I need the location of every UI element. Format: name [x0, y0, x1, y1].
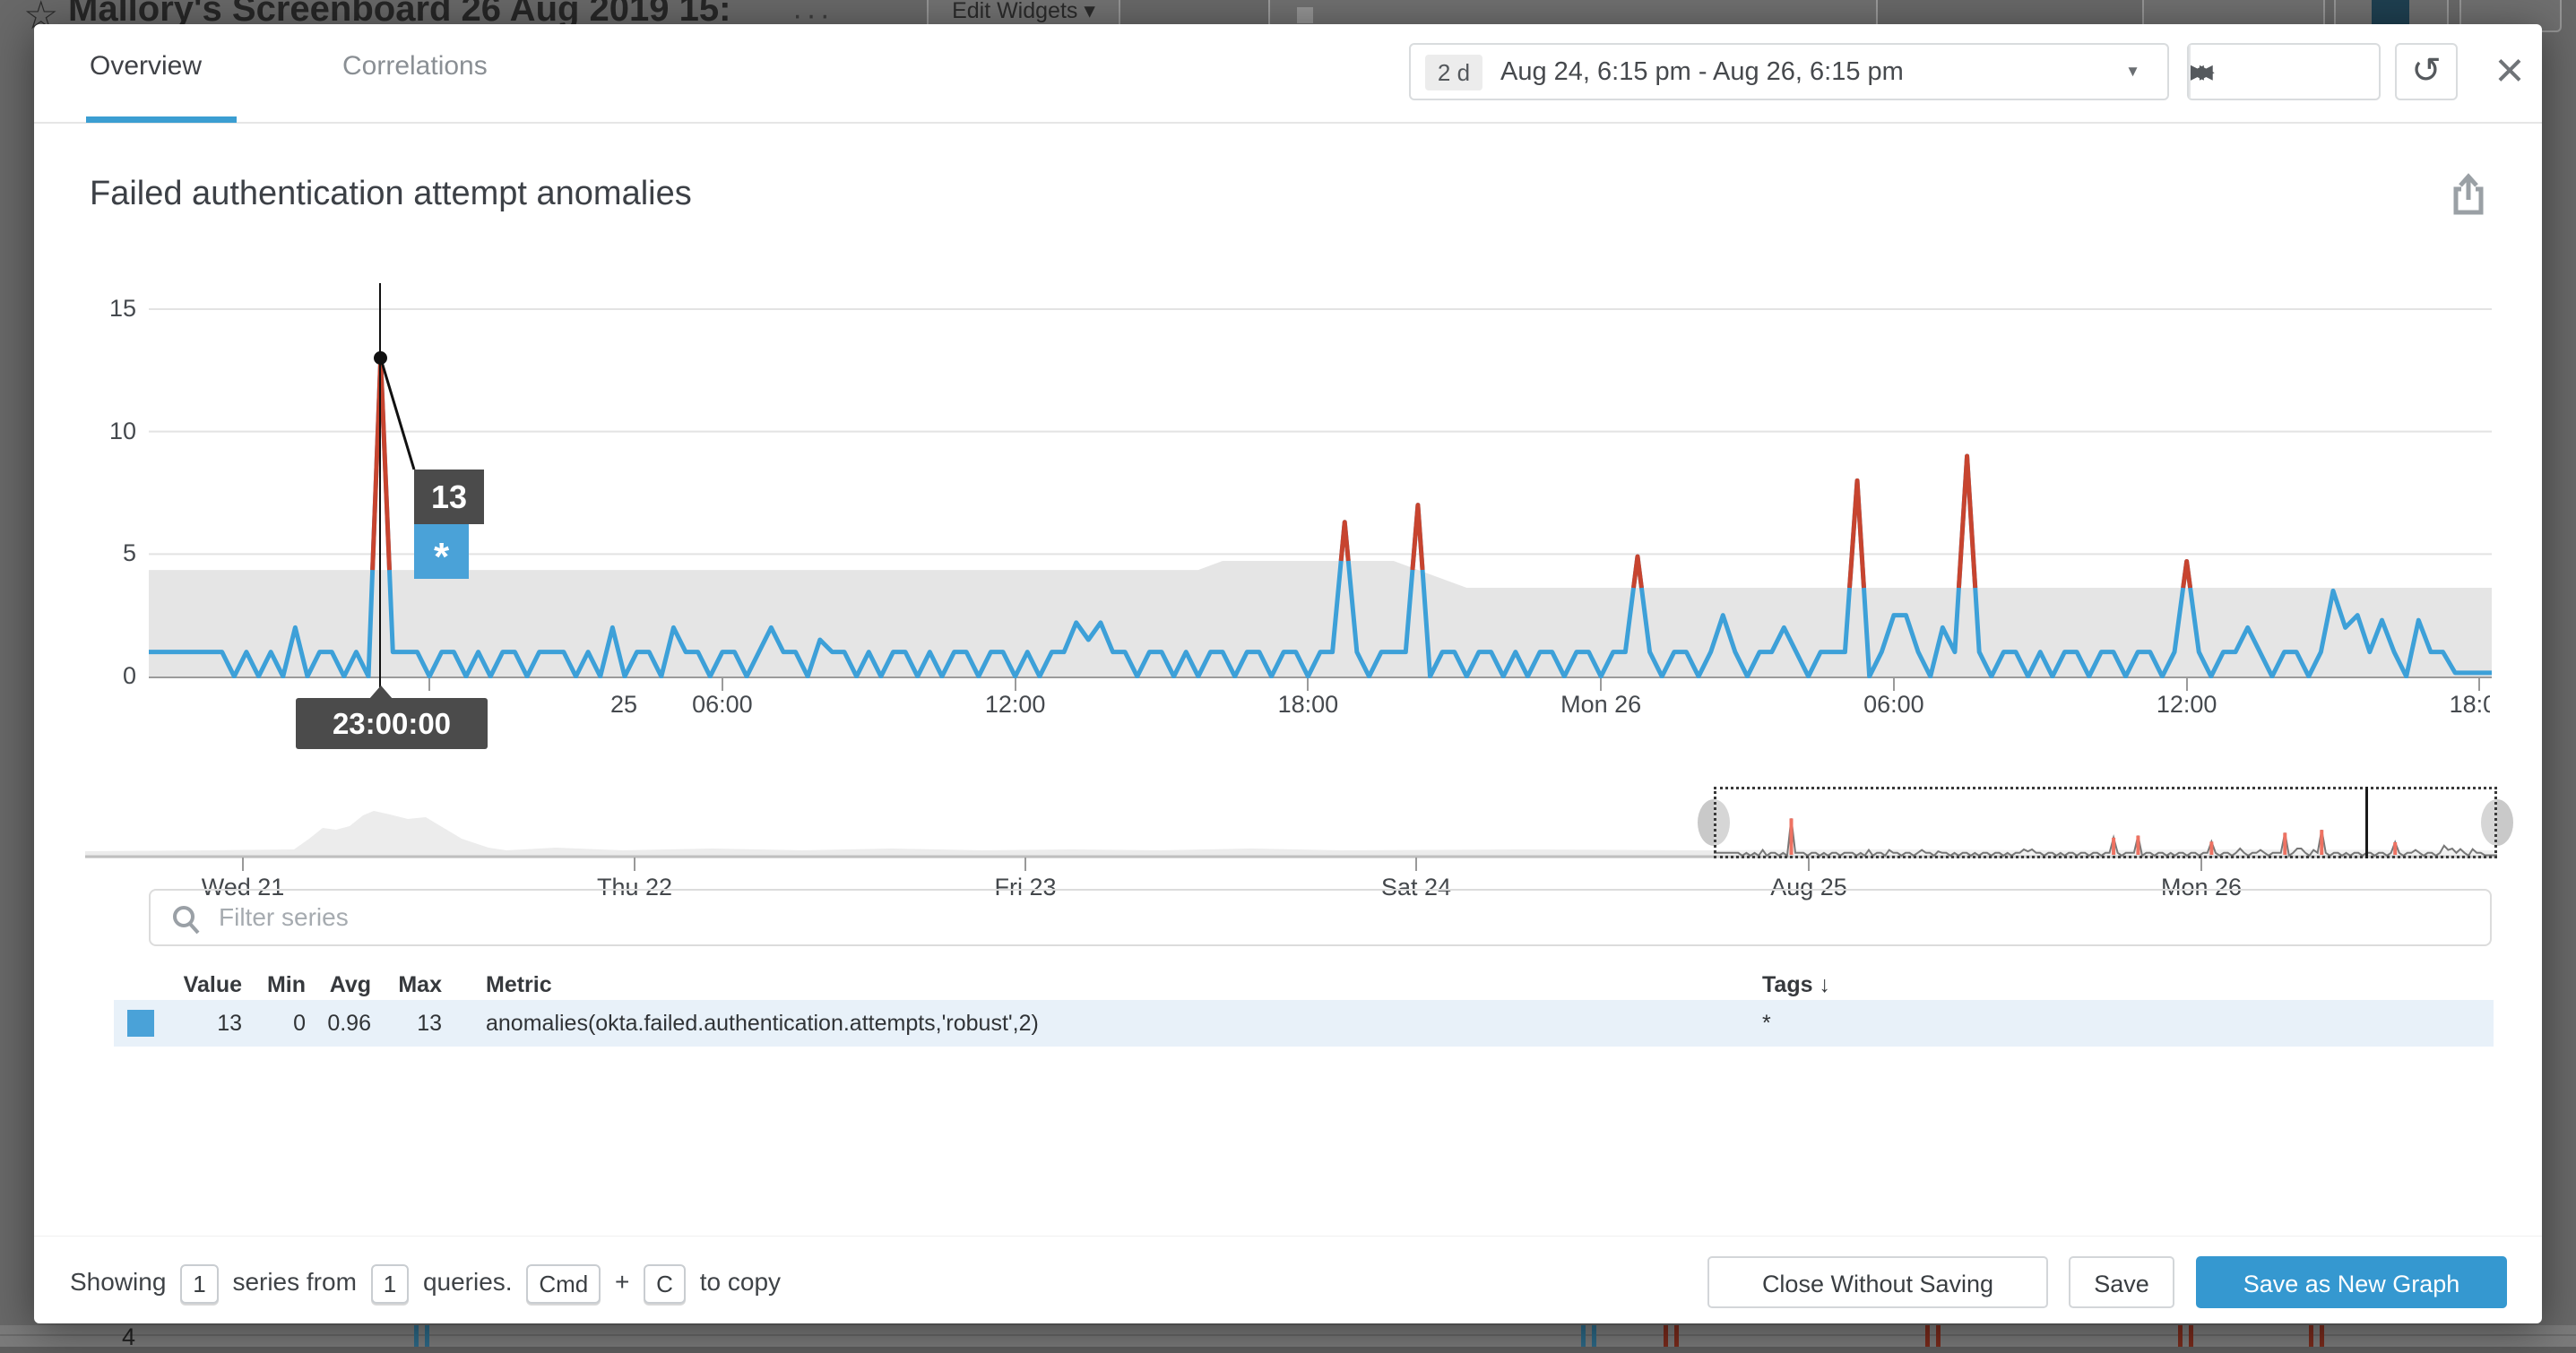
- x-tick-mark: [428, 678, 431, 691]
- event-marker: [2178, 1325, 2183, 1347]
- x-tick-mark: [1892, 678, 1895, 691]
- x-tick-label: 18:00: [1277, 691, 1339, 718]
- series-count-chip: 1: [180, 1263, 219, 1304]
- query-count-chip: 1: [370, 1263, 410, 1304]
- event-marker: [1925, 1325, 1930, 1347]
- x-tick-mark: [2185, 678, 2188, 691]
- time-duration-badge: 2 d: [1425, 55, 1482, 90]
- event-marker: [414, 1325, 419, 1347]
- event-marker: [2189, 1325, 2193, 1347]
- time-range-label: Aug 24, 6:15 pm - Aug 26, 6:15 pm: [1500, 57, 1904, 86]
- save-button[interactable]: Save: [2069, 1256, 2174, 1308]
- x-tick-label: 25: [609, 691, 638, 718]
- search-box-icon: [1297, 7, 1313, 23]
- footer-summary: Showing 1 series from 1 queries. Cmd + C…: [70, 1256, 781, 1308]
- tab-correlations[interactable]: Correlations: [342, 51, 488, 81]
- time-brush-selection[interactable]: [1714, 787, 2497, 858]
- x-tick-mark: [2478, 678, 2481, 691]
- event-marker: [2309, 1325, 2313, 1347]
- hover-time-tooltip: 23:00:00: [296, 698, 488, 749]
- hover-crosshair: [379, 283, 381, 698]
- col-min[interactable]: Min: [266, 972, 306, 997]
- event-marker: [1664, 1325, 1668, 1347]
- event-marker: [1674, 1325, 1679, 1347]
- col-avg[interactable]: Avg: [329, 972, 371, 997]
- time-nav-group: ◀◀ ▶ ▶▶: [2187, 43, 2381, 100]
- time-back-button[interactable]: ◀◀: [2189, 60, 2213, 82]
- hover-scope-tooltip: *: [414, 524, 469, 579]
- event-marker: [1592, 1325, 1596, 1347]
- time-forward-button[interactable]: ▶▶: [2189, 45, 2215, 99]
- chevron-down-icon: ▾: [1084, 0, 1095, 23]
- y-tick-label: 10: [108, 417, 136, 444]
- x-tick-mark: [1014, 678, 1016, 691]
- row-avg: 0.96: [327, 1011, 371, 1036]
- y-tick-label: 0: [122, 662, 136, 689]
- col-tags[interactable]: Tags ↓: [1762, 972, 1830, 997]
- col-metric[interactable]: Metric: [486, 972, 552, 997]
- series-table-header: Value Min Avg Max Metric Tags ↓: [34, 970, 2542, 1000]
- context-tick-mark: [2200, 857, 2202, 871]
- refresh-button[interactable]: ↺: [2395, 43, 2458, 100]
- anomaly-line-chart[interactable]: [149, 296, 2492, 678]
- close-without-saving-button[interactable]: Close Without Saving: [1707, 1256, 2048, 1308]
- event-marker: [425, 1325, 429, 1347]
- background-chart-band: [0, 1325, 2576, 1347]
- active-tab-underline: [86, 116, 237, 123]
- search-icon: [173, 906, 200, 935]
- row-metric: anomalies(okta.failed.authentication.att…: [486, 1011, 1039, 1036]
- event-marker: [2320, 1325, 2324, 1347]
- tab-bar: Overview Correlations 2 d Aug 24, 6:15 p…: [34, 24, 2542, 124]
- graph-title: Failed authentication attempt anomalies: [90, 175, 692, 212]
- x-tick-label: 06:00: [692, 691, 753, 718]
- filter-series-box: [149, 889, 2492, 946]
- col-max[interactable]: Max: [398, 972, 442, 997]
- x-tick-label: 18:00: [2449, 691, 2490, 718]
- c-key-chip: C: [644, 1263, 686, 1304]
- series-table-row[interactable]: 13 0 0.96 13 anomalies(okta.failed.authe…: [114, 1000, 2494, 1047]
- cmd-key-chip: Cmd: [526, 1263, 601, 1304]
- export-icon[interactable]: [2449, 173, 2488, 216]
- screenboard-title: Mallory's Screenboard 26 Aug 2019 15:: [68, 0, 731, 29]
- event-marker: [1581, 1325, 1586, 1347]
- context-tick-mark: [1808, 857, 1810, 871]
- hover-time-caret: [369, 685, 393, 699]
- series-swatch: [127, 1010, 154, 1037]
- row-value: 13: [217, 1011, 242, 1036]
- x-tick-mark: [1307, 678, 1310, 691]
- filter-series-input[interactable]: [217, 894, 2461, 941]
- row-min: 0: [293, 1011, 306, 1036]
- context-tick-mark: [242, 857, 244, 871]
- footer-divider: [34, 1236, 2542, 1237]
- context-tick-mark: [1024, 857, 1026, 871]
- y-tick-label: 15: [108, 295, 136, 322]
- background-axis-label: 4: [122, 1323, 136, 1350]
- background-bottom-area: [0, 1347, 2576, 1353]
- row-max: 13: [417, 1011, 442, 1036]
- row-tags: *: [1762, 1011, 1771, 1036]
- context-tick-mark: [634, 857, 635, 871]
- graph-editor-modal: Overview Correlations 2 d Aug 24, 6:15 p…: [34, 24, 2542, 1323]
- tab-overview[interactable]: Overview: [90, 51, 203, 81]
- brush-right-handle[interactable]: [2481, 799, 2513, 846]
- sort-down-icon: ↓: [1819, 972, 1830, 997]
- close-icon[interactable]: ×: [2494, 41, 2525, 98]
- x-tick-mark: [721, 678, 723, 691]
- x-tick-label: 12:00: [984, 691, 1046, 718]
- hover-point-dot: [374, 351, 387, 365]
- context-tick-mark: [1415, 857, 1417, 871]
- x-tick-mark: [1600, 678, 1603, 691]
- col-value[interactable]: Value: [183, 972, 242, 997]
- x-tick-label: 06:00: [1863, 691, 1924, 718]
- event-marker: [1936, 1325, 1941, 1347]
- y-tick-label: 5: [122, 539, 136, 567]
- time-range-selector[interactable]: 2 d Aug 24, 6:15 pm - Aug 26, 6:15 pm ▼: [1409, 43, 2169, 100]
- chevron-down-icon: ▼: [2125, 63, 2140, 80]
- hover-value-tooltip: 13: [414, 470, 484, 524]
- save-as-new-graph-button[interactable]: Save as New Graph: [2196, 1256, 2507, 1308]
- x-tick-label: 12:00: [2156, 691, 2217, 718]
- current-time-marker: [2365, 787, 2368, 858]
- x-tick-label: Mon 26: [1560, 691, 1642, 718]
